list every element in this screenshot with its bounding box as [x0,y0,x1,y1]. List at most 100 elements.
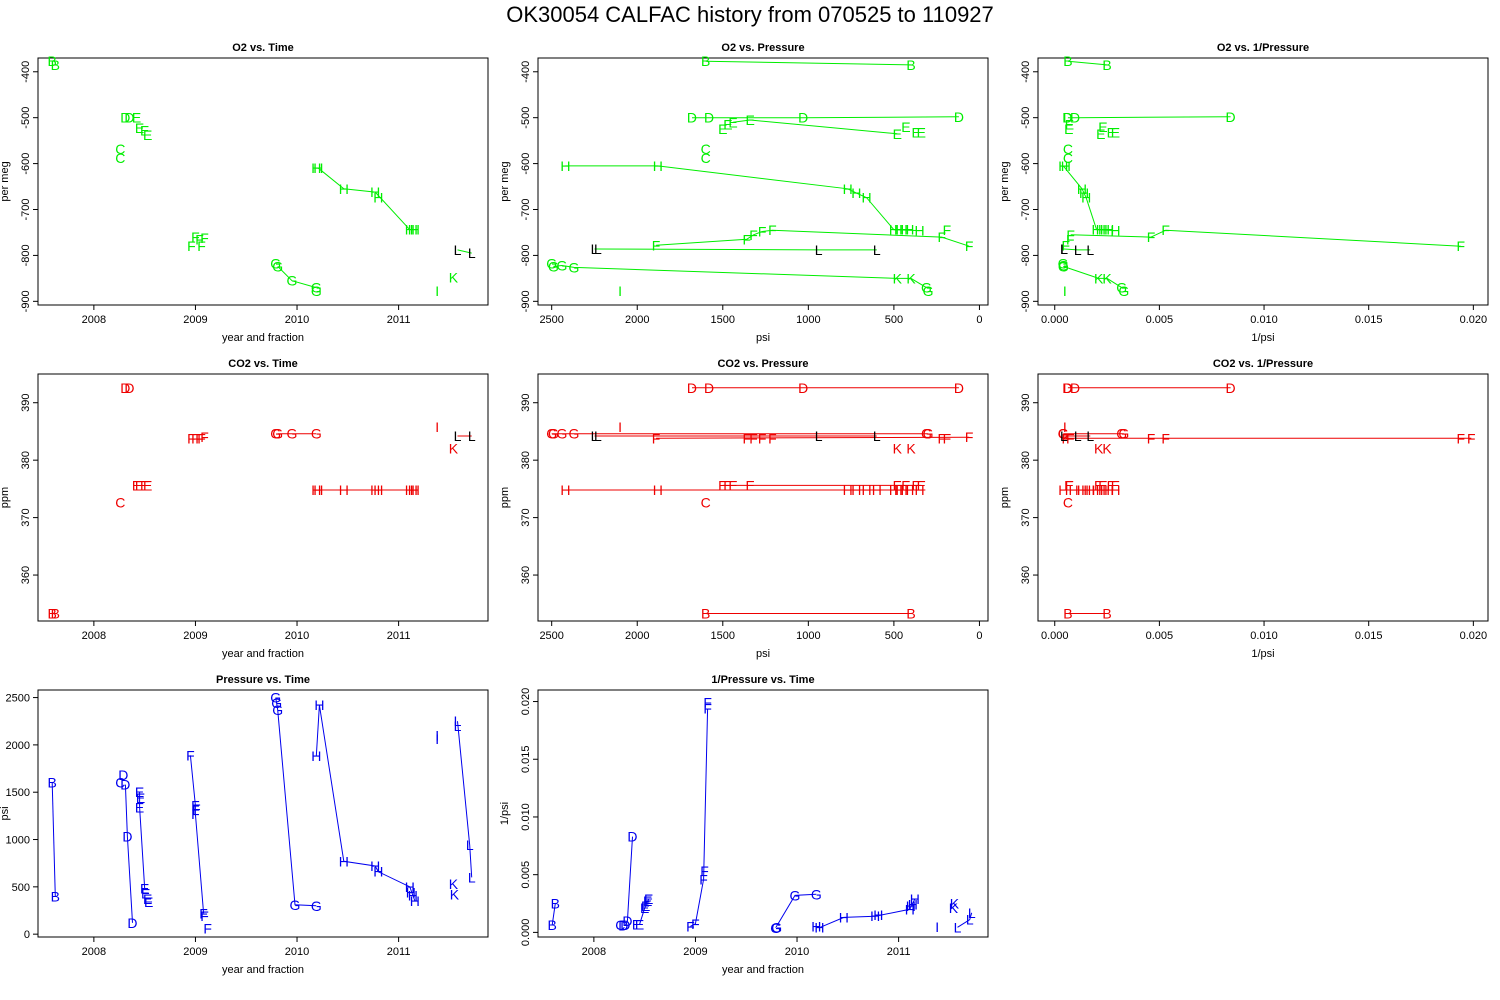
series-line [690,708,709,927]
chart-panel: CO2 vs. Pressure psi ppm 2500 2000 1500 1000 50… [499,358,989,660]
data-point: E [1111,124,1120,140]
data-point: F [191,430,200,446]
data-point: F [200,429,209,445]
series-line [457,721,473,878]
data-point: L [454,428,462,444]
y-axis-label: ppm [999,487,1011,508]
data-point: I [435,727,439,743]
data-point: H [1079,185,1089,201]
y-tick-label: 390 [520,394,532,412]
x-tick-label: 2008 [82,630,106,642]
series-line [1063,265,1122,289]
chart-panel: CO2 vs. Time year and fraction ppm 2008 2009… [0,358,489,660]
data-point: D [1225,109,1235,125]
plot-frame [537,689,989,938]
data-point: E [1107,124,1116,140]
data-point: E [917,477,926,493]
data-point: H [1100,482,1110,498]
x-axis-label: year and fraction [222,964,304,976]
data-point: L [454,718,462,734]
data-point: F [1147,229,1156,245]
data-point: D [704,110,714,126]
data-point: G [271,695,282,711]
data-point: H [405,482,415,498]
data-point: G [1116,280,1127,296]
data-point: E [893,477,902,493]
series-line [819,898,916,929]
data-point: E [136,790,145,806]
data-point: B [1102,606,1111,622]
y-tick-label: -600 [20,153,32,175]
series-line [457,249,472,254]
series-line [139,792,146,889]
data-point: H [914,482,924,498]
x-tick-label: 2008 [82,314,106,326]
data-point: G [790,887,801,903]
data-point: D [1070,380,1080,396]
data-point: F [1066,227,1075,243]
x-tick-label: 2010 [285,946,309,958]
data-point: H [872,482,882,498]
data-point: D [1070,110,1080,126]
data-point: H [1069,482,1079,498]
data-point: H [1104,222,1114,238]
data-point: L [815,242,823,258]
data-point: H [1096,482,1106,498]
data-point: H [906,898,916,914]
y-tick-label: -900 [20,290,32,312]
data-point: L [1060,241,1068,257]
series-line [189,755,205,914]
data-point: L [954,919,962,935]
y-tick-label: -500 [20,107,32,129]
chart-panel: O2 vs. Pressure psi per meg 2500 2000 1500 100… [499,42,989,344]
data-point: D [1063,380,1073,396]
x-axis-label: year and fraction [222,648,304,660]
data-point: H [1081,482,1091,498]
data-point: E [640,900,649,916]
series-line [594,248,877,251]
data-point: I [618,419,622,435]
y-tick-label: 360 [20,566,32,584]
data-point: E [1065,477,1074,493]
x-tick-label: 1500 [711,630,735,642]
data-point: H [851,482,861,498]
data-point: G [921,426,932,442]
data-point: I [1063,283,1067,299]
series-line [1070,229,1461,247]
y-axis-label: ppm [0,487,11,508]
data-point: G [1058,426,1069,442]
data-point: H [410,482,420,498]
x-tick-label: 0.020 [1460,314,1488,326]
x-tick-label: 2011 [387,946,411,958]
data-point: L [1086,428,1094,444]
data-point: F [768,222,777,238]
figure-title: OK30054 CALFAC history from 070525 to 11… [506,2,994,27]
data-point: E [745,112,754,128]
data-point: H [311,482,321,498]
data-point: H [889,482,899,498]
series-line [551,903,556,926]
data-point: E [135,477,144,493]
data-point: H [1058,158,1068,174]
series-line [639,898,650,925]
data-point: B [51,888,60,904]
data-point: L [968,905,976,921]
data-point: G [568,426,579,442]
series-line [957,912,973,928]
data-point: D [118,767,128,783]
data-point: G [290,897,301,913]
panel-title: O2 vs. Pressure [721,42,804,54]
data-point: D [124,110,134,126]
data-point: B [548,917,557,933]
data-point: H [311,748,321,764]
data-point: E [641,898,650,914]
x-axis-label: year and fraction [222,332,304,344]
data-point: G [311,898,322,914]
y-tick-label: -800 [20,244,32,266]
data-point: G [771,920,782,936]
data-point: G [311,283,322,299]
data-point: G [546,256,557,272]
data-point: F [965,238,974,254]
data-point: C [1063,141,1073,157]
x-tick-label: 0 [976,630,982,642]
